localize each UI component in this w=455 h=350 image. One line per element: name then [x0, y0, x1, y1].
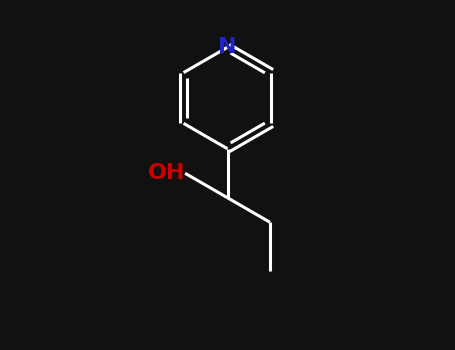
Text: OH: OH	[147, 163, 185, 183]
Text: N: N	[218, 37, 237, 57]
